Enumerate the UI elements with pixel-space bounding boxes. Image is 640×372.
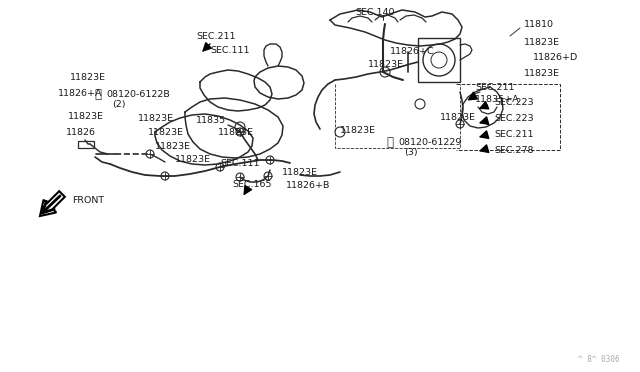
Text: SEC.111: SEC.111 <box>210 45 250 55</box>
Text: 11810: 11810 <box>524 19 554 29</box>
Text: 11826: 11826 <box>66 128 96 137</box>
Text: 11826+C: 11826+C <box>390 46 435 55</box>
Text: 11823E: 11823E <box>340 125 376 135</box>
Text: 11823E: 11823E <box>440 112 476 122</box>
Text: SEC.111: SEC.111 <box>220 158 259 167</box>
Text: 11823E: 11823E <box>368 60 404 68</box>
Text: SEC.211: SEC.211 <box>475 83 515 92</box>
Text: 11835+A: 11835+A <box>475 94 520 103</box>
Text: 11826+D: 11826+D <box>533 52 579 61</box>
Text: 08120-61229: 08120-61229 <box>398 138 461 147</box>
Text: (3): (3) <box>404 148 418 157</box>
Bar <box>418 38 460 82</box>
Text: SEC.211: SEC.211 <box>196 32 236 41</box>
Text: ^ 8^ 0306: ^ 8^ 0306 <box>579 355 620 364</box>
Text: 11823E: 11823E <box>155 141 191 151</box>
Text: 11823E: 11823E <box>70 73 106 81</box>
Text: 11823E: 11823E <box>175 154 211 164</box>
Text: 11823E: 11823E <box>524 38 560 46</box>
Text: 08120-6122B: 08120-6122B <box>106 90 170 99</box>
Text: SEC.165: SEC.165 <box>232 180 271 189</box>
Text: SEC.211: SEC.211 <box>494 129 534 138</box>
Text: SEC.278: SEC.278 <box>494 145 534 154</box>
Text: Ⓑ: Ⓑ <box>387 135 394 148</box>
Text: (2): (2) <box>112 99 125 109</box>
Text: SEC.140: SEC.140 <box>355 7 394 16</box>
Text: SEC.223: SEC.223 <box>494 97 534 106</box>
FancyArrow shape <box>40 191 65 216</box>
Bar <box>78 141 94 148</box>
Text: Ⓑ: Ⓑ <box>95 87 102 100</box>
Text: 11823E: 11823E <box>218 128 254 137</box>
Text: 11823E: 11823E <box>138 113 174 122</box>
Text: 11823E: 11823E <box>524 68 560 77</box>
Text: SEC.223: SEC.223 <box>494 113 534 122</box>
Text: 11826+A: 11826+A <box>58 89 102 97</box>
Text: 11835: 11835 <box>196 115 226 125</box>
Text: 11823E: 11823E <box>282 167 318 176</box>
Text: 11823E: 11823E <box>148 128 184 137</box>
Text: 11826+B: 11826+B <box>286 180 330 189</box>
Text: FRONT: FRONT <box>72 196 104 205</box>
Text: 11823E: 11823E <box>68 112 104 121</box>
